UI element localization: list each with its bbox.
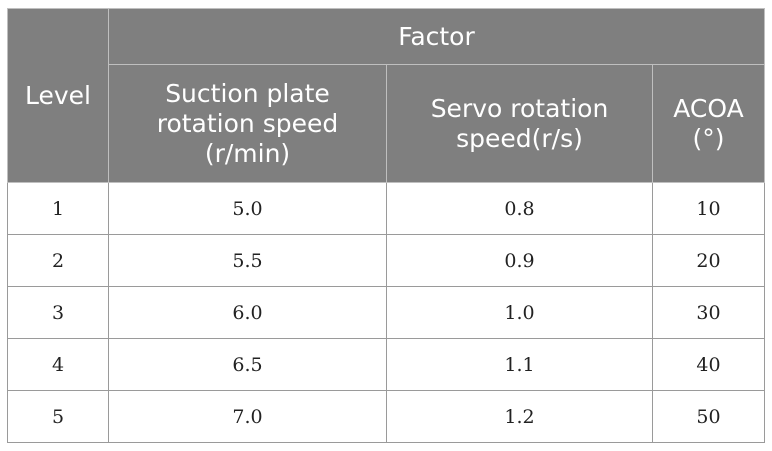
header-suction-plate-speed: Suction plate rotation speed (r/min) [108,64,387,183]
cell-acoa: 10 [652,182,765,235]
cell-level: 2 [7,234,109,287]
cell-level: 5 [7,390,109,443]
header-row-top: Level Factor [7,8,765,183]
table-row: 4 6.5 1.1 40 [7,338,765,391]
cell-servo: 1.1 [386,338,653,391]
cell-level: 3 [7,286,109,339]
header-acoa: ACOA (°) [652,64,765,183]
cell-level: 4 [7,338,109,391]
table-row: 1 5.0 0.8 10 [7,182,765,235]
cell-servo: 0.8 [386,182,653,235]
cell-level: 1 [7,182,109,235]
header-servo-speed: Servo rotation speed(r/s) [386,64,653,183]
cell-acoa: 30 [652,286,765,339]
header-level: Level [7,8,109,183]
cell-suction: 5.5 [108,234,387,287]
cell-suction: 6.5 [108,338,387,391]
table-row: 3 6.0 1.0 30 [7,286,765,339]
table-row: 5 7.0 1.2 50 [7,390,765,443]
header-factor: Factor [108,8,765,65]
cell-servo: 1.0 [386,286,653,339]
cell-acoa: 40 [652,338,765,391]
cell-suction: 5.0 [108,182,387,235]
cell-suction: 7.0 [108,390,387,443]
cell-acoa: 50 [652,390,765,443]
cell-servo: 1.2 [386,390,653,443]
factor-level-table: Level Factor Suction plate rotation spee… [7,8,765,443]
cell-acoa: 20 [652,234,765,287]
cell-suction: 6.0 [108,286,387,339]
cell-servo: 0.9 [386,234,653,287]
table-row: 2 5.5 0.9 20 [7,234,765,287]
header-row-sub: Suction plate rotation speed (r/min) Ser… [8,64,765,183]
